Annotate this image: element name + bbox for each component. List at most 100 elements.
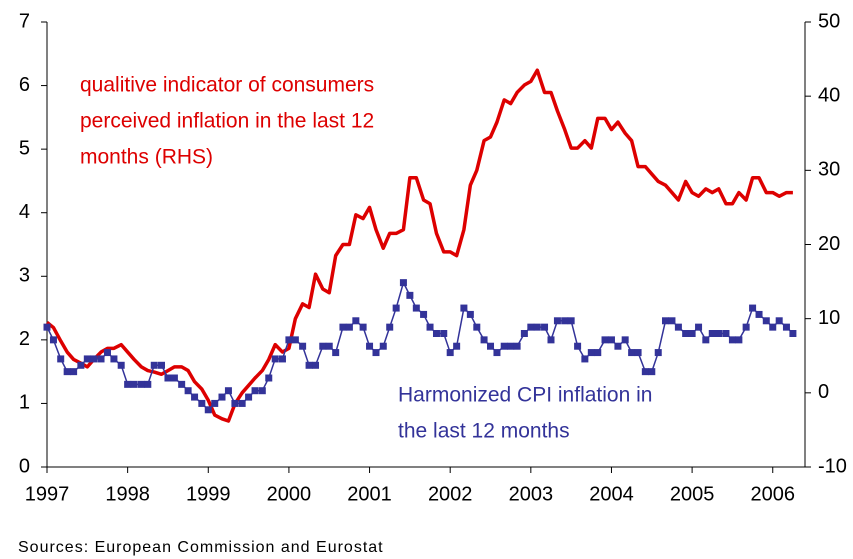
series-marker <box>359 323 367 331</box>
series-marker <box>231 399 239 407</box>
series-marker <box>446 349 454 357</box>
x-tick-label: 2006 <box>750 483 795 505</box>
series-marker <box>641 368 649 376</box>
series-marker <box>218 393 226 401</box>
series-marker <box>607 336 615 344</box>
series-marker <box>110 355 118 363</box>
series-marker <box>97 355 105 363</box>
series-marker <box>674 323 682 331</box>
series-marker <box>291 336 299 344</box>
y-tick-label: 1 <box>19 392 30 414</box>
x-tick-label: 2000 <box>267 483 312 505</box>
series-marker <box>399 279 407 287</box>
series-marker <box>513 342 521 350</box>
series-marker <box>553 317 561 325</box>
series-marker <box>150 361 158 369</box>
series-marker <box>144 380 152 388</box>
series-marker <box>634 349 642 357</box>
series-marker <box>614 342 622 350</box>
series-marker <box>278 355 286 363</box>
series-marker <box>466 310 474 318</box>
series-marker <box>567 317 575 325</box>
series-marker <box>702 336 710 344</box>
series-marker <box>251 387 259 395</box>
series-marker <box>204 406 212 414</box>
series-marker <box>661 317 669 325</box>
series-marker <box>547 336 555 344</box>
series-marker <box>49 336 57 344</box>
series-marker <box>574 342 582 350</box>
series-marker <box>755 310 763 318</box>
series-marker <box>57 355 65 363</box>
series-marker <box>520 330 528 337</box>
series-marker <box>420 310 428 318</box>
series-marker <box>366 342 374 350</box>
series-marker <box>533 323 541 331</box>
series-marker <box>728 336 736 344</box>
series-marker <box>339 323 347 331</box>
series-marker <box>158 361 166 369</box>
annotation: qualitive indicator of consumers <box>80 74 374 97</box>
series-marker <box>775 317 783 325</box>
x-tick-label: 1998 <box>105 483 150 505</box>
y-tick-label: 4 <box>19 201 30 223</box>
series-marker <box>487 342 495 350</box>
y2-tick-label: 30 <box>818 159 840 181</box>
annotation: the last 12 months <box>398 420 570 443</box>
series-marker <box>648 368 656 376</box>
series-marker <box>507 342 515 350</box>
series-marker <box>352 317 360 325</box>
series-marker <box>137 380 145 388</box>
series-marker <box>782 323 790 331</box>
series-marker <box>769 323 777 331</box>
annotation: Harmonized CPI inflation in <box>398 384 652 407</box>
series-marker <box>305 361 313 369</box>
series-marker <box>628 349 636 357</box>
series-marker <box>742 323 750 331</box>
series-marker <box>432 330 440 337</box>
y2-tick-label: 40 <box>818 84 840 106</box>
series-marker <box>170 374 178 382</box>
series-marker <box>70 368 78 376</box>
series-marker <box>621 336 629 344</box>
series-marker <box>77 361 85 369</box>
series-marker <box>124 380 132 388</box>
series-marker <box>285 336 293 344</box>
x-tick-label: 2001 <box>347 483 392 505</box>
series-marker <box>299 342 307 350</box>
series-marker <box>258 387 266 395</box>
y2-tick-label: 20 <box>818 233 840 255</box>
series-line <box>45 68 793 423</box>
x-tick-label: 2004 <box>589 483 634 505</box>
series-marker <box>43 323 51 331</box>
series-marker <box>117 361 125 369</box>
series-marker <box>561 317 569 325</box>
series-marker <box>682 330 690 337</box>
series-marker <box>345 323 353 331</box>
y-tick-label: 5 <box>19 137 30 159</box>
series-marker <box>722 330 730 337</box>
series-marker <box>715 330 723 337</box>
annotation: perceived inflation in the last 12 <box>80 110 374 133</box>
series-marker <box>83 355 91 363</box>
x-tick-label: 1997 <box>25 483 70 505</box>
series-marker <box>412 304 420 312</box>
series-marker <box>191 393 199 401</box>
y-tick-label: 3 <box>19 265 30 287</box>
series-marker <box>90 355 98 363</box>
series-marker <box>271 355 279 363</box>
series-marker <box>238 399 246 407</box>
series-marker <box>245 393 253 401</box>
series-marker <box>224 387 232 395</box>
series-marker <box>735 336 743 344</box>
x-tick-label: 1999 <box>186 483 231 505</box>
series-marker <box>527 323 535 331</box>
series-marker <box>440 330 448 337</box>
series-marker <box>312 361 320 369</box>
series-marker <box>379 342 387 350</box>
series-marker <box>460 304 468 312</box>
series-marker <box>668 317 676 325</box>
y-tick-label: 7 <box>19 10 30 32</box>
y2-tick-label: 10 <box>818 307 840 329</box>
